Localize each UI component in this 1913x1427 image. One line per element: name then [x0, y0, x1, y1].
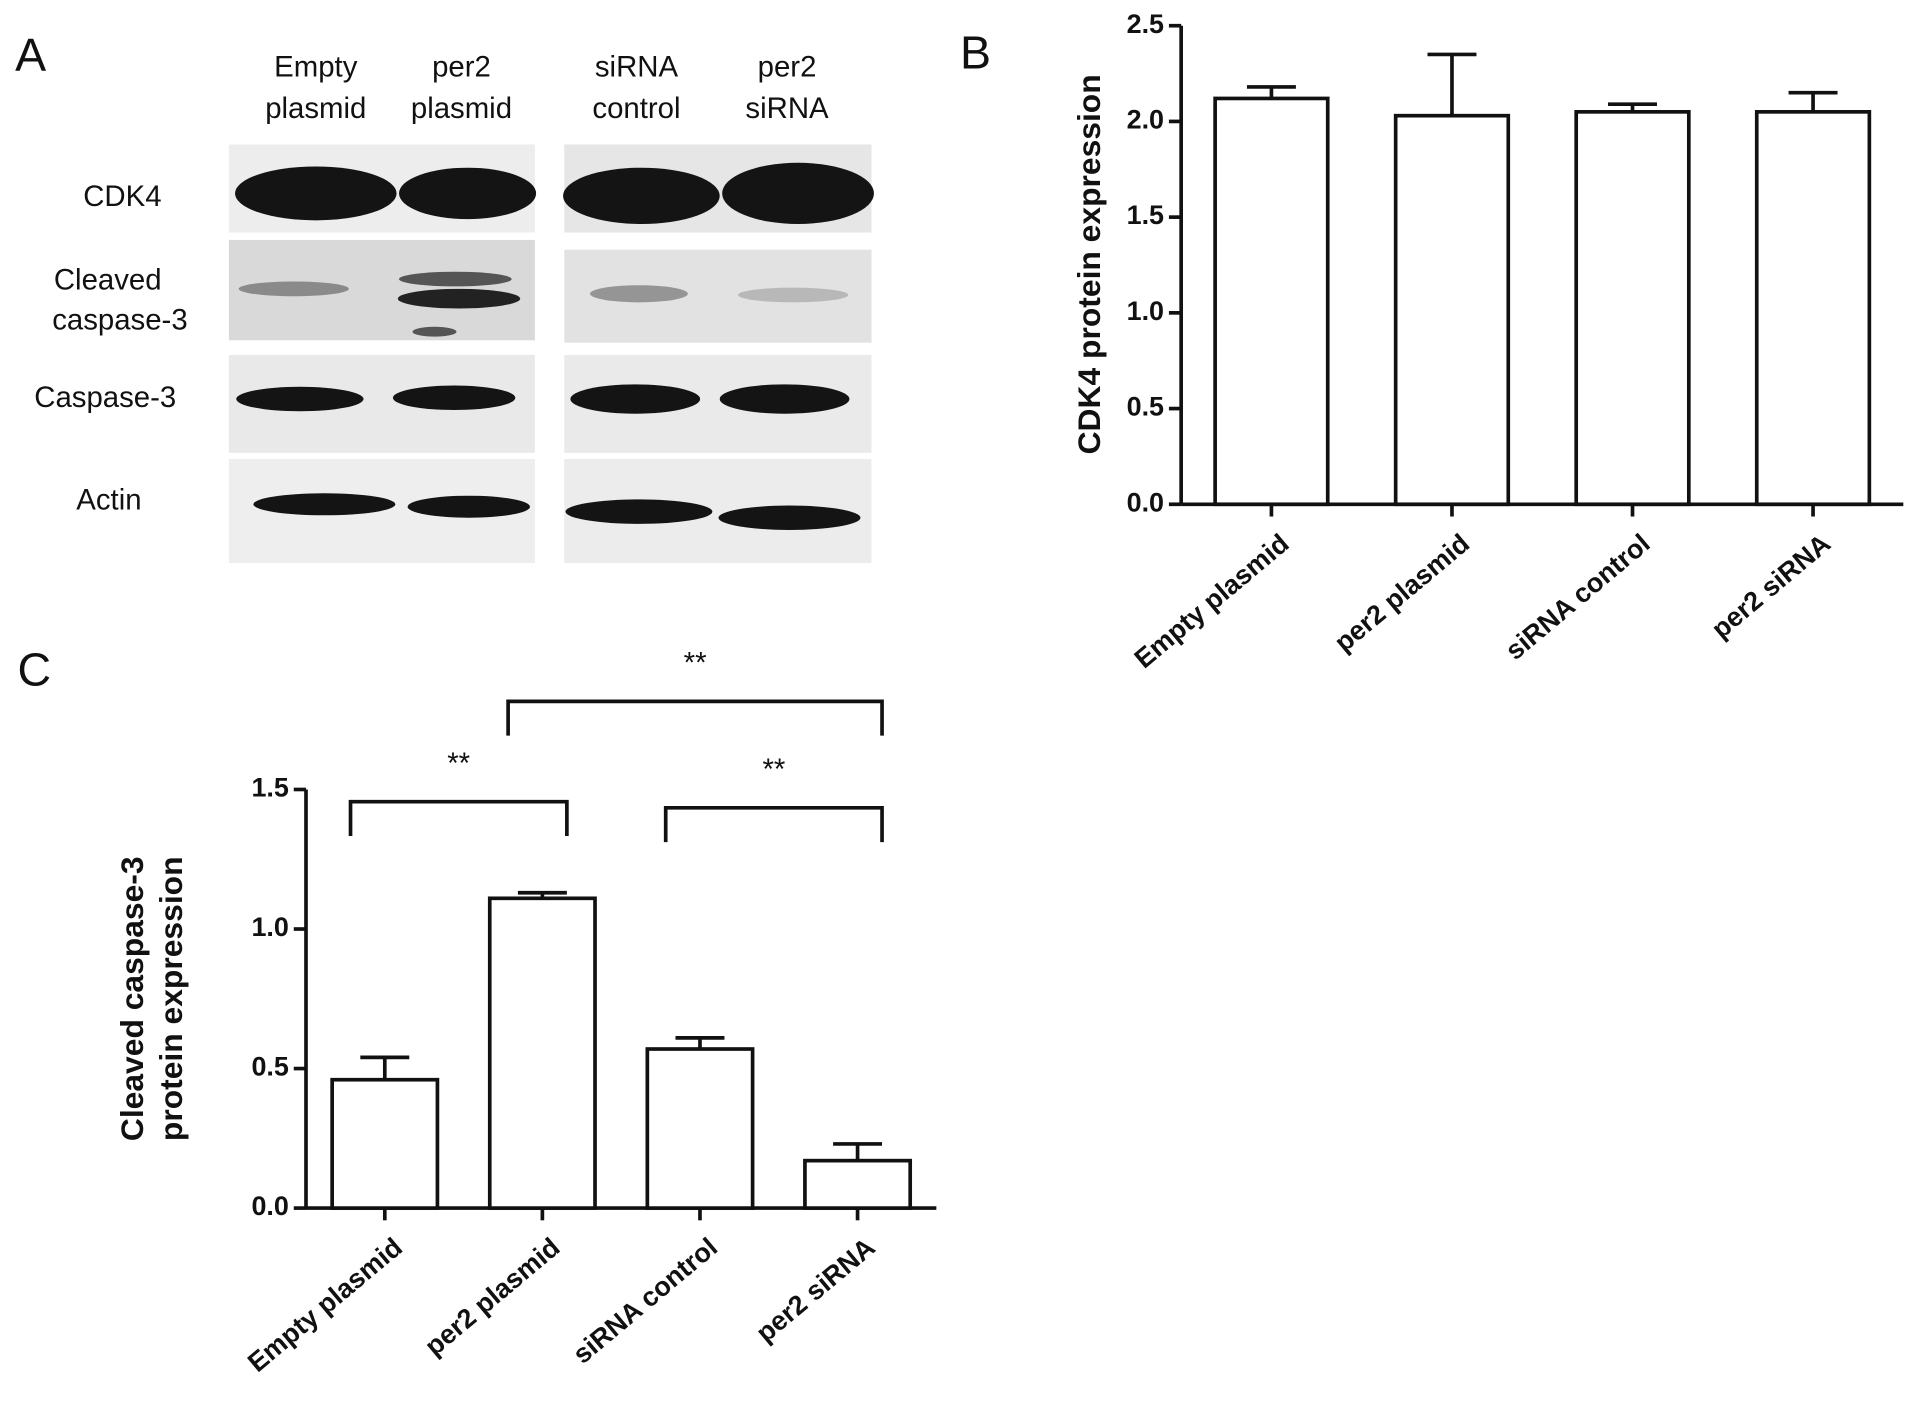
x-tick-label: per2 plasmid — [419, 1232, 565, 1362]
significance-bracket — [348, 799, 569, 836]
blot-image — [228, 144, 874, 564]
x-tick-label: per2 siRNA — [1706, 528, 1836, 644]
panel-label: B — [960, 27, 991, 79]
x-tick-label: Empty plasmid — [242, 1232, 408, 1378]
lane-label: control — [592, 92, 680, 125]
lane-label: per2 — [432, 50, 491, 83]
band-label: caspase-3 — [52, 304, 187, 337]
lane-label: siRNA — [595, 50, 679, 83]
significance-label: ** — [762, 753, 785, 786]
x-tick-label: per2 siRNA — [750, 1232, 880, 1348]
y-tick-label: 0.0 — [1127, 487, 1164, 517]
y-tick-label: 2.5 — [1127, 9, 1164, 39]
significance-label: ** — [684, 646, 707, 679]
x-tick-label: per2 plasmid — [1329, 528, 1475, 658]
x-tick-label: siRNA control — [1500, 528, 1656, 666]
significance-label: ** — [447, 747, 470, 780]
lane-label: per2 — [758, 50, 817, 83]
significance-bracket — [663, 806, 884, 843]
x-tick-label: siRNA control — [567, 1232, 723, 1370]
y-axis-label: protein expression — [153, 856, 189, 1141]
panel-label: A — [15, 29, 46, 81]
lane-label: siRNA — [745, 92, 829, 125]
y-tick-label: 1.5 — [1127, 200, 1164, 230]
bar — [1574, 110, 1691, 507]
bar — [1213, 96, 1330, 507]
figure-content: A B C Empty plasmid per2 plasmid siRNA control pe… — [15, 9, 1904, 1378]
x-tick-label: Empty plasmid — [1129, 528, 1295, 674]
band-label: Actin — [76, 484, 141, 517]
y-tick-label: 0.5 — [251, 1052, 288, 1082]
y-tick-label: 0.5 — [1127, 392, 1164, 422]
lane-label: plasmid — [265, 92, 366, 125]
bar — [1393, 113, 1511, 507]
bar — [330, 1077, 440, 1210]
y-tick-label: 0.0 — [251, 1191, 288, 1221]
panel-label: C — [17, 643, 51, 695]
bar — [803, 1158, 913, 1210]
lane-label: plasmid — [411, 92, 512, 125]
bar — [645, 1047, 755, 1210]
bar — [487, 896, 597, 1210]
lane-label: Empty — [274, 50, 358, 83]
y-tick-label: 2.0 — [1127, 105, 1164, 135]
y-axis-label: Cleaved caspase-3 — [114, 856, 150, 1141]
y-tick-label: 1.0 — [1127, 296, 1164, 326]
bar — [1754, 110, 1872, 507]
y-axis-label: CDK4 protein expression — [1071, 74, 1107, 454]
y-tick-label: 1.5 — [251, 773, 288, 803]
band-label: Caspase-3 — [34, 381, 176, 414]
significance-bracket — [506, 699, 884, 736]
y-tick-label: 1.0 — [251, 912, 288, 942]
band-label: Cleaved — [54, 263, 162, 296]
band-label: CDK4 — [83, 180, 161, 213]
